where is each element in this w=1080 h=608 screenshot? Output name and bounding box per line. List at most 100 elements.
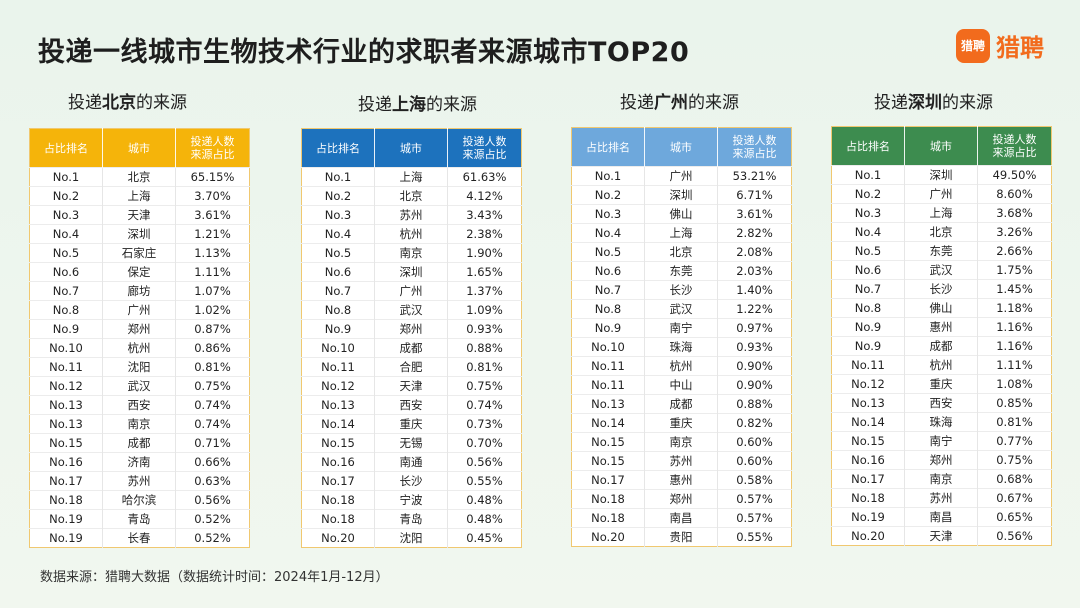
- city-cell: 上海: [904, 203, 978, 223]
- table-row: No.6 保定 1.11%: [29, 262, 250, 282]
- rank-cell: No.4: [571, 223, 645, 243]
- rank-cell: No.6: [571, 261, 645, 281]
- rank-cell: No.15: [29, 433, 103, 453]
- share-cell: 0.81%: [447, 357, 522, 377]
- table-row: No.2 北京 4.12%: [301, 186, 522, 206]
- table-header-row: 占比排名 城市 投递人数 来源占比: [831, 126, 1052, 166]
- rank-cell: No.8: [301, 300, 375, 320]
- city-cell: 广州: [374, 281, 448, 301]
- share-cell: 0.52%: [175, 509, 250, 529]
- source-table-shenzhen: 占比排名 城市 投递人数 来源占比 No.1 深圳 49.50% No.2 广州 8.60%…: [831, 126, 1052, 546]
- rank-cell: No.5: [831, 241, 905, 261]
- rank-cell: No.1: [301, 167, 375, 187]
- table-title-city: 深圳: [908, 93, 942, 113]
- page-title: 投递一线城市生物技术行业的求职者来源城市TOP20: [38, 37, 690, 68]
- rank-cell: No.17: [301, 471, 375, 491]
- rank-cell: No.17: [831, 469, 905, 489]
- city-cell: 武汉: [102, 376, 176, 396]
- share-cell: 0.75%: [175, 376, 250, 396]
- rank-cell: No.3: [571, 204, 645, 224]
- city-cell: 长春: [102, 528, 176, 548]
- city-cell: 杭州: [102, 338, 176, 358]
- share-cell: 0.55%: [447, 471, 522, 491]
- share-cell: 3.43%: [447, 205, 522, 225]
- rank-cell: No.19: [29, 528, 103, 548]
- source-table-shanghai: 占比排名 城市 投递人数 来源占比 No.1 上海 61.63% No.2 北京 4.12%…: [301, 128, 522, 548]
- rank-cell: No.20: [831, 526, 905, 546]
- city-cell: 南宁: [904, 431, 978, 451]
- share-cell: 3.61%: [717, 204, 792, 224]
- table-title-city: 北京: [102, 93, 136, 113]
- city-cell: 长沙: [904, 279, 978, 299]
- table-title-suffix: 的来源: [136, 93, 187, 113]
- rank-cell: No.18: [301, 509, 375, 529]
- city-cell: 上海: [102, 186, 176, 206]
- share-cell: 1.16%: [977, 317, 1052, 337]
- table-row: No.12 武汉 0.75%: [29, 376, 250, 396]
- city-cell: 惠州: [904, 317, 978, 337]
- share-cell: 1.11%: [175, 262, 250, 282]
- table-row: No.15 南宁 0.77%: [831, 431, 1052, 451]
- rank-cell: No.6: [301, 262, 375, 282]
- table-row: No.5 南京 1.90%: [301, 243, 522, 263]
- city-cell: 廊坊: [102, 281, 176, 301]
- rank-cell: No.16: [29, 452, 103, 472]
- share-cell: 1.09%: [447, 300, 522, 320]
- share-cell: 1.22%: [717, 299, 792, 319]
- city-cell: 南京: [644, 432, 718, 452]
- share-cell: 0.90%: [717, 356, 792, 376]
- table-row: No.8 武汉 1.09%: [301, 300, 522, 320]
- share-cell: 0.74%: [175, 395, 250, 415]
- share-cell: 0.60%: [717, 432, 792, 452]
- share-cell: 49.50%: [977, 165, 1052, 185]
- table-title-city: 上海: [392, 95, 426, 115]
- table-row: No.13 南京 0.74%: [29, 414, 250, 434]
- rank-cell: No.19: [831, 507, 905, 527]
- city-cell: 苏州: [102, 471, 176, 491]
- table-title-prefix: 投递: [620, 93, 654, 113]
- rank-cell: No.14: [831, 412, 905, 432]
- rank-cell: No.8: [831, 298, 905, 318]
- share-cell: 1.45%: [977, 279, 1052, 299]
- rank-cell: No.7: [29, 281, 103, 301]
- header-rank: 占比排名: [29, 128, 103, 168]
- city-cell: 成都: [102, 433, 176, 453]
- rank-cell: No.15: [571, 451, 645, 471]
- rank-cell: No.10: [301, 338, 375, 358]
- table-row: No.9 郑州 0.93%: [301, 319, 522, 339]
- city-cell: 长沙: [374, 471, 448, 491]
- share-cell: 65.15%: [175, 167, 250, 187]
- table-row: No.5 石家庄 1.13%: [29, 243, 250, 263]
- share-cell: 0.87%: [175, 319, 250, 339]
- table-row: No.9 成都 1.16%: [831, 336, 1052, 356]
- share-cell: 0.65%: [977, 507, 1052, 527]
- city-cell: 珠海: [644, 337, 718, 357]
- table-row: No.4 北京 3.26%: [831, 222, 1052, 242]
- city-cell: 北京: [374, 186, 448, 206]
- table-title-suffix: 的来源: [942, 93, 993, 113]
- city-cell: 武汉: [374, 300, 448, 320]
- table-row: No.8 广州 1.02%: [29, 300, 250, 320]
- city-cell: 宁波: [374, 490, 448, 510]
- city-cell: 郑州: [904, 450, 978, 470]
- city-cell: 苏州: [644, 451, 718, 471]
- rank-cell: No.18: [831, 488, 905, 508]
- share-cell: 0.68%: [977, 469, 1052, 489]
- rank-cell: No.10: [571, 337, 645, 357]
- city-cell: 成都: [904, 336, 978, 356]
- rank-cell: No.11: [301, 357, 375, 377]
- city-cell: 哈尔滨: [102, 490, 176, 510]
- share-cell: 2.03%: [717, 261, 792, 281]
- table-row: No.18 青岛 0.48%: [301, 509, 522, 529]
- share-cell: 0.93%: [447, 319, 522, 339]
- city-cell: 东莞: [644, 261, 718, 281]
- share-cell: 3.68%: [977, 203, 1052, 223]
- table-row: No.1 北京 65.15%: [29, 167, 250, 187]
- city-cell: 西安: [102, 395, 176, 415]
- rank-cell: No.20: [571, 527, 645, 547]
- rank-cell: No.3: [831, 203, 905, 223]
- city-cell: 北京: [904, 222, 978, 242]
- share-cell: 1.75%: [977, 260, 1052, 280]
- city-cell: 深圳: [102, 224, 176, 244]
- rank-cell: No.18: [571, 508, 645, 528]
